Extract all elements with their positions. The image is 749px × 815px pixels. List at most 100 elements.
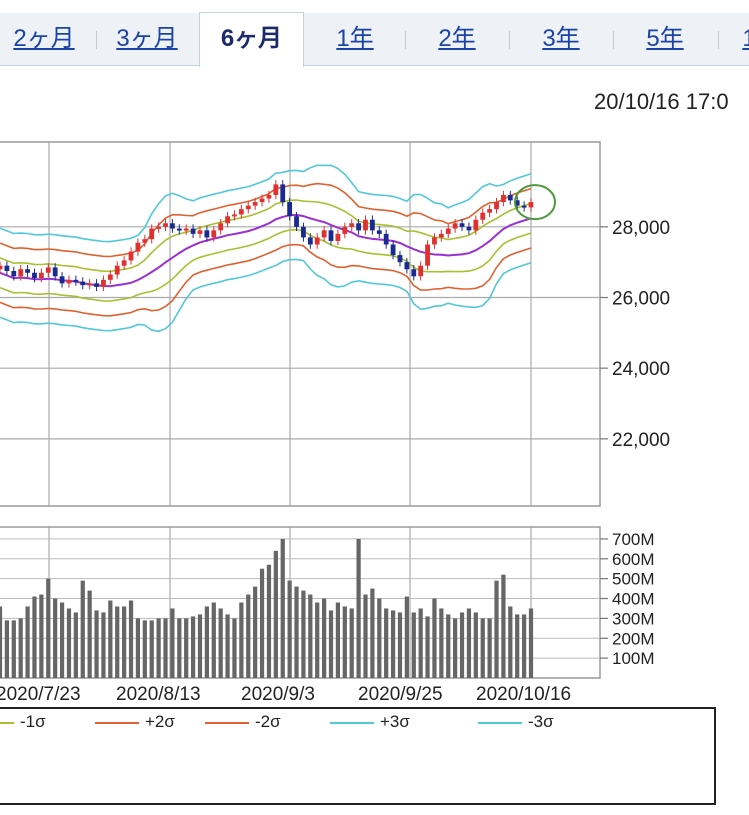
candlestick bbox=[383, 233, 389, 245]
candlestick bbox=[87, 283, 93, 286]
volume-bar bbox=[73, 612, 78, 678]
candlestick bbox=[45, 267, 51, 273]
volume-tick-label: 200M bbox=[612, 629, 655, 648]
candlestick bbox=[128, 251, 134, 261]
tab-separator bbox=[405, 31, 406, 49]
volume-bar bbox=[453, 618, 458, 678]
legend-item-plus3sigma: +3σ bbox=[330, 712, 410, 732]
volume-bar bbox=[439, 608, 444, 678]
volume-bar bbox=[115, 606, 120, 678]
volume-bar bbox=[32, 596, 37, 678]
volume-bar bbox=[11, 620, 16, 678]
candlestick bbox=[294, 216, 299, 227]
candlestick bbox=[314, 237, 320, 245]
volume-bar bbox=[294, 586, 299, 678]
legend-item-minus3sigma: -3σ bbox=[478, 712, 554, 732]
band-plus2-sigma-line bbox=[0, 182, 532, 258]
volume-bar bbox=[322, 598, 327, 678]
volume-tick-label: 500M bbox=[612, 570, 655, 589]
tab-2-months[interactable]: 2ヶ月 bbox=[13, 25, 75, 52]
candlestick bbox=[418, 265, 424, 277]
tab-5-years[interactable]: 5年 bbox=[646, 25, 684, 52]
candlestick bbox=[342, 226, 348, 234]
x-axis-date-label: 2020/9/3 bbox=[241, 684, 315, 705]
volume-bar bbox=[349, 608, 354, 678]
candlestick bbox=[135, 242, 141, 252]
candlestick bbox=[101, 279, 106, 287]
candlestick bbox=[225, 216, 230, 224]
candlestick bbox=[452, 223, 458, 229]
candlestick bbox=[328, 230, 334, 241]
candlestick bbox=[459, 223, 465, 227]
legend-swatch-minus3sigma bbox=[478, 721, 522, 724]
price-tick-label: 22,000 bbox=[612, 430, 670, 451]
volume-tick-label: 300M bbox=[612, 609, 655, 628]
volume-bar bbox=[390, 610, 396, 678]
candlestick bbox=[218, 223, 224, 231]
volume-bar bbox=[370, 588, 375, 678]
tab-10-years[interactable]: 1 bbox=[742, 25, 749, 52]
candlestick bbox=[176, 228, 182, 231]
volume-bar bbox=[377, 598, 382, 678]
candlestick bbox=[149, 228, 155, 240]
legend-label: +3σ bbox=[380, 712, 410, 731]
volume-tick-label: 100M bbox=[612, 649, 655, 668]
tab-separator bbox=[718, 31, 719, 49]
candlestick bbox=[183, 228, 189, 231]
tab-6-months[interactable]: 6ヶ月 bbox=[199, 12, 304, 67]
volume-bar bbox=[473, 612, 478, 678]
tab-3-years[interactable]: 3年 bbox=[542, 25, 580, 52]
candlestick bbox=[356, 223, 361, 231]
volume-tick-label: 700M bbox=[612, 530, 655, 549]
candlestick bbox=[307, 237, 313, 245]
volume-bar bbox=[521, 614, 527, 678]
candlestick bbox=[376, 230, 382, 234]
volume-bar bbox=[487, 618, 492, 678]
candlestick bbox=[473, 219, 479, 231]
candlestick bbox=[121, 260, 127, 266]
candlestick bbox=[335, 233, 341, 241]
candlestick bbox=[38, 272, 44, 279]
candlestick bbox=[32, 272, 37, 279]
volume-bar bbox=[211, 602, 216, 678]
candlestick bbox=[11, 270, 17, 277]
candlestick bbox=[232, 214, 237, 217]
legend-label: -2σ bbox=[255, 712, 281, 731]
volume-bar bbox=[204, 606, 209, 678]
volume-bar bbox=[135, 618, 141, 678]
candlestick bbox=[369, 219, 375, 231]
candlestick bbox=[163, 223, 168, 227]
latest-price-highlight-circle bbox=[514, 184, 556, 221]
volume-bar bbox=[404, 596, 409, 678]
volume-bar bbox=[253, 586, 258, 678]
candlestick bbox=[142, 239, 148, 243]
tab-2-years[interactable]: 2年 bbox=[438, 25, 476, 52]
volume-bar bbox=[432, 598, 437, 678]
volume-bar bbox=[177, 618, 182, 678]
volume-bar bbox=[356, 538, 361, 678]
candlestick bbox=[438, 233, 444, 238]
volume-tick-label: 600M bbox=[612, 550, 655, 569]
volume-bar bbox=[315, 602, 320, 678]
tab-separator bbox=[509, 31, 510, 49]
volume-bar bbox=[501, 574, 506, 678]
candlestick bbox=[114, 265, 120, 275]
candlestick bbox=[466, 226, 472, 231]
volume-bar bbox=[66, 608, 72, 678]
legend-label: -3σ bbox=[528, 712, 554, 731]
candlestick bbox=[18, 269, 24, 277]
tab-1-year[interactable]: 1年 bbox=[336, 25, 374, 52]
volume-bar bbox=[308, 594, 313, 678]
volume-bar bbox=[94, 610, 99, 678]
volume-bar bbox=[108, 600, 113, 678]
candlestick bbox=[445, 228, 451, 234]
legend-box bbox=[0, 707, 716, 805]
band-plus3-sigma-line bbox=[0, 164, 532, 243]
price-panel-frame bbox=[0, 141, 601, 507]
tab-3-months[interactable]: 3ヶ月 bbox=[116, 25, 178, 52]
legend-swatch-plus2sigma bbox=[95, 721, 139, 724]
candlestick bbox=[245, 205, 251, 210]
volume-bar bbox=[259, 568, 265, 678]
candlestick bbox=[480, 212, 486, 220]
volume-bar bbox=[301, 590, 306, 678]
